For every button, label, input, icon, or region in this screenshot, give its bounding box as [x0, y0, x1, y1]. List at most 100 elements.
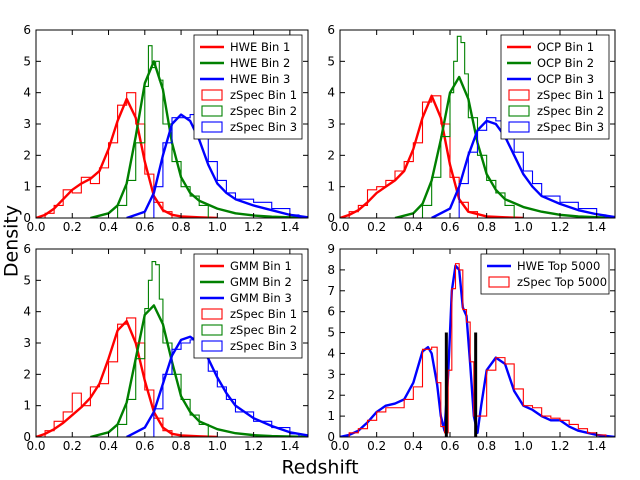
x-tick-label: 1.4 [280, 439, 299, 453]
x-tick-label: 0.0 [26, 220, 45, 234]
y-tick-label: 8 [327, 263, 335, 277]
legend-label: OCP Bin 2 [537, 56, 594, 70]
x-tick-label: 1.2 [244, 220, 263, 234]
x-tick-label: 0.6 [440, 439, 459, 453]
legend-label: zSpec Bin 2 [230, 323, 297, 337]
legend-label: zSpec Bin 1 [537, 88, 604, 102]
legend-item: GMM Bin 3 [200, 291, 292, 305]
legend-swatch-box [508, 89, 530, 101]
legend-label: GMM Bin 1 [230, 259, 292, 273]
x-tick-label: 0.4 [99, 220, 118, 234]
legend-label: HWE Bin 2 [230, 56, 290, 70]
x-tick-label: 1.0 [208, 439, 227, 453]
plot-area [36, 45, 308, 218]
y-tick-label: 5 [327, 326, 335, 340]
x-tick-label: 0.2 [367, 220, 386, 234]
y-tick-label: 5 [327, 54, 335, 68]
x-tick-label: 1.4 [587, 439, 606, 453]
legend-swatch-box [201, 105, 223, 117]
y-tick-label: 1 [327, 180, 335, 194]
series-hist-zspec-bin-1 [44, 92, 173, 218]
panel-bottom-left: 0.0 0.2 0.4 0.6 0.8 1.0 1.2 1.4 0 1 2 3 4 5 6 GMM Bin 1… [23, 242, 309, 453]
y-tick-label: 6 [327, 23, 335, 37]
legend-swatch-box [508, 121, 530, 133]
y-tick-label: 7 [327, 284, 335, 298]
x-tick-label: 0.2 [63, 220, 82, 234]
legend-item: zSpec Bin 3 [201, 339, 297, 353]
x-tick-label: 0.2 [367, 439, 386, 453]
series-line-hwe-top-5000 [340, 264, 615, 437]
legend: HWE Top 5000 zSpec Top 5000 [480, 253, 610, 295]
x-tick-label: 0.0 [26, 439, 45, 453]
y-tick-label: 2 [23, 148, 31, 162]
y-tick-label: 0 [23, 211, 31, 225]
legend-label: zSpec Bin 1 [230, 307, 297, 321]
legend-item: HWE Bin 1 [200, 40, 290, 54]
legend-item: OCP Bin 3 [507, 72, 594, 86]
y-tick-label: 6 [23, 23, 31, 37]
legend-item: GMM Bin 2 [200, 275, 292, 289]
x-tick-label: 1.4 [587, 220, 606, 234]
y-tick-label: 1 [23, 399, 31, 413]
y-tick-label: 4 [23, 305, 31, 319]
x-tick-label: 0.4 [404, 439, 423, 453]
series-hist-zspec-top-5000 [348, 263, 607, 437]
legend-item: zSpec Bin 2 [508, 104, 604, 118]
y-tick-label: 0 [327, 430, 335, 444]
x-tick-label: 1.2 [550, 439, 569, 453]
legend-item: HWE Top 5000 [487, 259, 600, 273]
y-tick-label: 1 [327, 409, 335, 423]
legend-label: HWE Bin 3 [230, 72, 290, 86]
y-tick-label: 2 [327, 148, 335, 162]
y-tick-label: 4 [327, 86, 335, 100]
legend-swatch-box [201, 89, 223, 101]
legend-label: zSpec Bin 3 [230, 339, 297, 353]
legend-item: zSpec Bin 2 [201, 323, 297, 337]
x-tick-label: 0.8 [172, 220, 191, 234]
x-tick-label: 1.0 [514, 220, 533, 234]
legend-swatch-box [201, 121, 223, 133]
legend-item: zSpec Bin 1 [508, 88, 604, 102]
x-tick-label: 0.6 [135, 439, 154, 453]
x-tick-label: 0.0 [330, 439, 349, 453]
series-line-ocp-bin-3 [431, 119, 615, 218]
y-tick-label: 3 [23, 117, 31, 131]
y-tick-label: 4 [327, 346, 335, 360]
panel-top-left: 0.0 0.2 0.4 0.6 0.8 1.0 1.2 1.4 0 1 2 3 4 5 6 HWE Bin 1… [23, 23, 309, 234]
y-tick-label: 3 [23, 336, 31, 350]
series-hist-zspec-bin-1 [44, 317, 173, 437]
x-tick-label: 0.8 [477, 220, 496, 234]
x-tick-label: 1.0 [208, 220, 227, 234]
series-line-hwe-bin-3 [126, 113, 308, 218]
y-tick-label: 6 [23, 242, 31, 256]
legend-swatch-box [488, 276, 510, 288]
legend-label: zSpec Bin 2 [537, 104, 604, 118]
legend-item: HWE Bin 3 [200, 72, 290, 86]
series-hist-zspec-bin-2 [117, 45, 209, 218]
legend-item: zSpec Bin 3 [508, 120, 604, 134]
legend-item: zSpec Bin 3 [201, 120, 297, 134]
legend-swatch-box [201, 340, 223, 352]
series-hist-zspec-bin-3 [153, 339, 300, 437]
series-line-ocp-bin-1 [340, 94, 524, 218]
legend-label: zSpec Bin 1 [230, 88, 297, 102]
plot-area [340, 263, 615, 437]
y-tick-label: 3 [327, 367, 335, 381]
legend-label: OCP Bin 1 [537, 40, 594, 54]
legend-item: zSpec Top 5000 [488, 275, 607, 289]
legend: HWE Bin 1 HWE Bin 2 HWE Bin 3 zSpec Bin 1 zS… [193, 34, 303, 140]
x-tick-label: 0.8 [172, 439, 191, 453]
series-hist-zspec-bin-2 [117, 260, 209, 437]
x-tick-label: 1.2 [244, 439, 263, 453]
legend-item: HWE Bin 2 [200, 56, 290, 70]
legend-item: zSpec Bin 1 [201, 307, 297, 321]
y-tick-label: 5 [23, 54, 31, 68]
panel-top-right: 0.0 0.2 0.4 0.6 0.8 1.0 1.2 1.4 0 1 2 3 4 5 6 OCP Bin 1… [327, 23, 616, 234]
y-tick-label: 3 [327, 117, 335, 131]
x-tick-label: 1.0 [514, 439, 533, 453]
legend-item: zSpec Bin 1 [201, 88, 297, 102]
y-tick-label: 4 [23, 86, 31, 100]
x-tick-label: 1.4 [280, 220, 299, 234]
series-hist-zspec-bin-3 [153, 114, 300, 218]
